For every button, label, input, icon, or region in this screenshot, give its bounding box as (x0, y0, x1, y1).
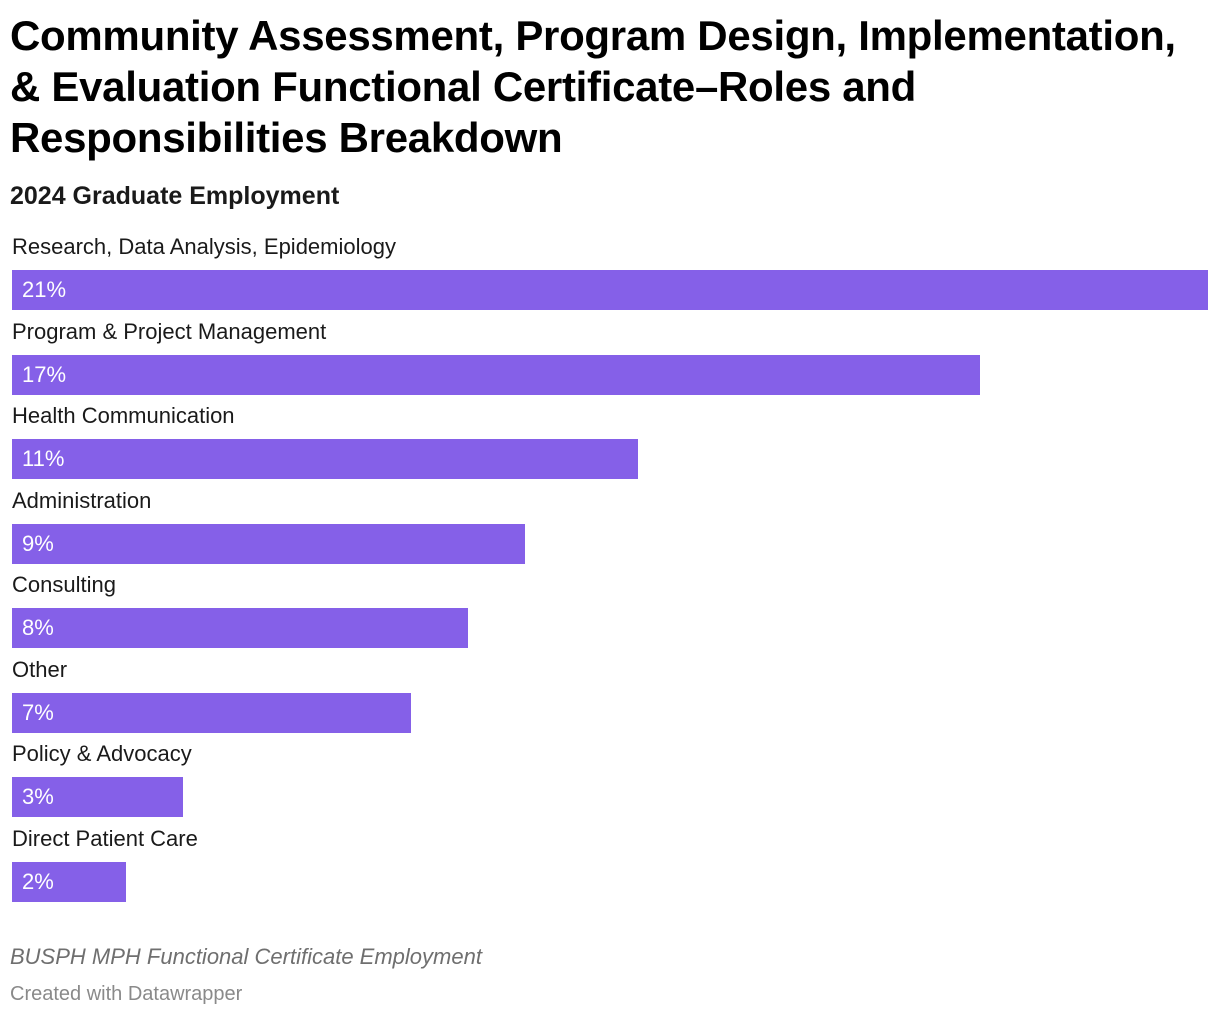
category-label: Health Communication (12, 403, 235, 428)
chart-credit[interactable]: Created with Datawrapper (10, 983, 243, 1005)
category-label: Direct Patient Care (12, 826, 198, 851)
category-label: Program & Project Management (12, 319, 327, 344)
bar-value-label: 2% (22, 869, 54, 894)
category-label: Administration (12, 488, 152, 513)
chart-notes: BUSPH MPH Functional Certificate Employm… (10, 944, 482, 969)
bar-chart: Research, Data Analysis, Epidemiology 21%… (12, 232, 1208, 912)
bar: 2% (12, 862, 126, 902)
chart-title: Community Assessment, Program Design, Im… (10, 12, 1176, 161)
bar: 11% (12, 439, 638, 479)
bar: 3% (12, 777, 183, 817)
category-label: Other (12, 657, 68, 682)
category-label: Research, Data Analysis, Epidemiology (12, 234, 396, 259)
bar-value-label: 11% (22, 446, 65, 471)
category-label: Policy & Advocacy (12, 741, 192, 766)
bar: 9% (12, 524, 525, 564)
category-label: Consulting (12, 572, 116, 597)
bar-value-label: 21% (22, 277, 67, 302)
bar-value-label: 3% (22, 784, 54, 809)
bar-value-label: 17% (22, 362, 67, 387)
chart-subtitle: 2024 Graduate Employment (10, 182, 340, 210)
bar: 17% (12, 355, 980, 395)
bar-value-label: 8% (22, 615, 54, 640)
bar-value-label: 9% (22, 531, 54, 556)
bar-value-label: 7% (22, 700, 54, 725)
bar: 7% (12, 693, 411, 733)
bar: 21% (12, 270, 1208, 310)
bar: 8% (12, 608, 468, 648)
